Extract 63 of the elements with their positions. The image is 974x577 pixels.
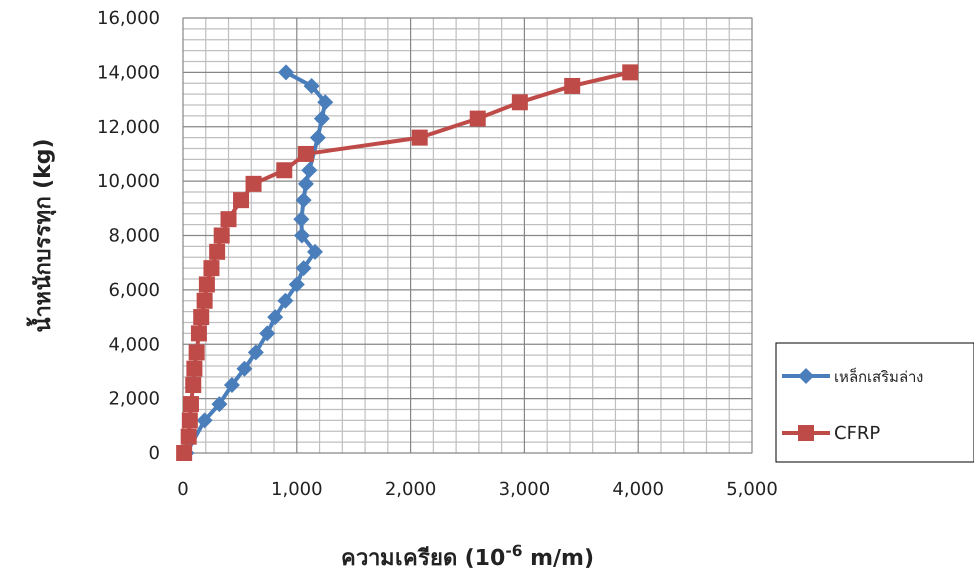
y-tick-label: 10,000 (97, 171, 160, 192)
point (248, 344, 264, 360)
x-tick-label: 5,000 (726, 479, 778, 500)
point (190, 325, 207, 342)
point (224, 377, 240, 394)
x-tick-label: 0 (177, 479, 189, 500)
point (196, 292, 213, 309)
point (304, 78, 320, 94)
point (198, 276, 215, 292)
point (182, 412, 198, 428)
point (185, 377, 202, 394)
point (512, 94, 528, 110)
y-tick-label: 0 (148, 443, 160, 464)
point (294, 228, 310, 244)
point (209, 244, 226, 260)
point (293, 211, 310, 228)
point (196, 412, 213, 428)
point (470, 110, 486, 127)
point (317, 94, 334, 110)
point (188, 344, 205, 360)
point (307, 244, 324, 260)
y-tick-label: 12,000 (97, 116, 160, 138)
y-axis-title: น้ำหนักบรรทุก (kg) (26, 138, 57, 333)
point (298, 176, 314, 192)
point (233, 192, 250, 208)
point (288, 276, 305, 292)
point (564, 78, 580, 94)
x-tick-label: 3,000 (498, 479, 550, 500)
point (276, 162, 292, 178)
point (246, 176, 262, 192)
y-tick-label: 6,000 (108, 280, 160, 301)
y-tick-label: 14,000 (97, 62, 160, 84)
point (412, 130, 428, 146)
point (296, 260, 312, 276)
point (622, 64, 638, 80)
point (296, 192, 312, 208)
x-tick-label: 4,000 (612, 479, 664, 500)
point (203, 260, 220, 276)
point (314, 110, 330, 127)
y-tick-label: 2,000 (108, 388, 160, 410)
point (277, 292, 294, 309)
point (193, 309, 210, 326)
point (310, 130, 326, 146)
point (211, 396, 228, 412)
point (301, 162, 318, 178)
legend-label: CFRP (834, 423, 880, 444)
y-tick-label: 8,000 (108, 226, 160, 246)
x-tick-label: 2,000 (384, 479, 436, 500)
point (220, 211, 237, 228)
point (180, 428, 197, 445)
point (182, 396, 199, 412)
y-tick-label: 16,000 (97, 8, 160, 29)
point (298, 146, 314, 162)
point (214, 228, 230, 244)
x-tick-label: 1,000 (271, 479, 323, 500)
y-tick-label: 4,000 (108, 334, 160, 356)
legend-label: เหล็กเสริมล่าง (834, 367, 923, 386)
point (267, 309, 284, 326)
point (186, 360, 202, 377)
point (236, 360, 252, 377)
point (278, 64, 294, 80)
x-axis-title: ความเครียด (10$^{-6}$ m/m) (340, 542, 594, 571)
point (259, 325, 276, 342)
